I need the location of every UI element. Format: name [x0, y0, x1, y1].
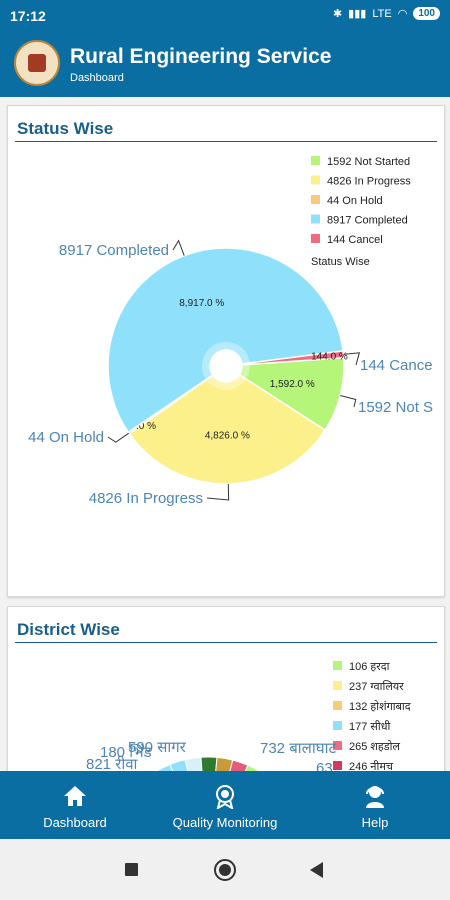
nav-quality-monitoring[interactable]: Quality Monitoring: [160, 771, 290, 839]
legend-label: 1592 Not Started: [327, 156, 410, 168]
legend-label: 106 हरदा: [349, 661, 390, 673]
legend-label: 237 ग्वालियर: [349, 680, 404, 693]
legend-label: 44 On Hold: [327, 195, 383, 207]
nav-help-label: Help: [361, 815, 389, 830]
district-card-title: District Wise: [17, 620, 120, 639]
title-divider: [15, 141, 437, 142]
leader-line: [206, 483, 230, 501]
legend-swatch: [333, 761, 342, 770]
legend-swatch: [311, 195, 320, 204]
slice-value-label: 4,826.0 %: [205, 430, 250, 441]
legend-label: 177 सीधी: [349, 720, 390, 733]
back-icon[interactable]: [310, 862, 323, 878]
app-bar: Rural Engineering Service Dashboard: [0, 33, 450, 97]
nav-quality-monitoring-label: Quality Monitoring: [172, 815, 278, 830]
support-icon: [366, 786, 384, 808]
logo-icon: [14, 40, 60, 86]
legend-label: 8917 Completed: [327, 215, 408, 227]
pie-slice[interactable]: [107, 247, 344, 434]
pie-slice[interactable]: [241, 350, 345, 366]
legend-swatch: [333, 681, 342, 690]
legend-swatch: [311, 214, 320, 224]
slice-outside-label: 1592 Not S: [358, 399, 433, 416]
legend-swatch: [333, 721, 342, 730]
status-bar: 17:12 ✱ ▮▮▮ LTE ◠ 100: [0, 0, 450, 33]
slice-value-label: 144.0 %: [311, 352, 348, 363]
status-wise-card: Status Wise 1,592.0 % 1592 Not S 4,826.0 %…: [7, 105, 445, 597]
bottom-nav: Dashboard Quality Monitoring Help: [0, 771, 450, 839]
bluetooth-icon: ✱: [332, 8, 343, 20]
legend-swatch: [333, 701, 342, 710]
district-pie-chart[interactable]: 106 हरदा 237 ग्वालियर 132 होशंगाबाद 177 सीध…: [8, 607, 444, 777]
slice-outside-label: 180 भिंड: [100, 743, 153, 761]
slice-outside-label: 821 रीवा: [86, 755, 139, 773]
legend-swatch: [333, 661, 342, 670]
slice-value-label: 44.0 %: [125, 421, 156, 432]
leader-line: [340, 394, 357, 408]
legend-label: 246 नीमच: [349, 760, 394, 773]
legend-label: 265 शहडोल: [349, 740, 400, 753]
slice-outside-label: 8917 Completed: [59, 242, 169, 259]
title-divider: [15, 642, 437, 643]
slice-value-label: 8,917.0 %: [179, 298, 224, 309]
legend-swatch: [311, 175, 320, 185]
app-subtitle: Dashboard: [70, 72, 124, 84]
status-pie-chart[interactable]: 1,592.0 % 1592 Not S 4,826.0 % 4826 In Prog…: [8, 106, 444, 596]
award-icon: [216, 785, 234, 809]
home-circle-icon[interactable]: [214, 859, 236, 881]
home-icon: [64, 786, 86, 806]
status-icons: ✱ ▮▮▮ LTE ◠ 100: [333, 7, 440, 20]
nav-help[interactable]: Help: [325, 771, 425, 839]
battery-icon: 100: [413, 7, 440, 20]
slice-outside-label: 44 On Hold: [28, 429, 104, 446]
legend-label: 4826 In Progress: [327, 176, 411, 188]
network-type: LTE: [372, 7, 392, 20]
legend-swatch: [333, 741, 342, 750]
legend-label: 144 Cancel: [327, 234, 383, 246]
signal-icon: ▮▮▮: [348, 8, 367, 20]
pie-slice[interactable]: [128, 373, 327, 485]
district-wise-card: District Wise 106 हरदा 237 ग्वालियर 132 हो…: [7, 606, 445, 778]
slice-outside-label: 144 Cance: [360, 357, 433, 374]
leader-line: [343, 352, 361, 366]
slice-value-label: 1,592.0 %: [270, 379, 315, 390]
slice-outside-label: 732 बालाघाट: [260, 740, 336, 757]
app-title: Rural Engineering Service: [70, 45, 332, 68]
status-time: 17:12: [10, 8, 46, 24]
slice-outside-label: 4826 In Progress: [89, 490, 203, 507]
pie-hole: [214, 354, 238, 378]
wifi-icon: ◠: [397, 8, 408, 20]
nav-dashboard-label: Dashboard: [43, 815, 107, 830]
system-nav-bar: [0, 839, 450, 900]
pie-slice[interactable]: [238, 356, 345, 432]
leader-line: [107, 432, 130, 443]
legend-title: Status Wise: [311, 256, 370, 268]
legend-swatch: [311, 234, 320, 243]
legend-label: 132 होशंगाबाद: [349, 700, 411, 713]
nav-dashboard[interactable]: Dashboard: [20, 771, 130, 839]
leader-line: [172, 239, 185, 256]
slice-outside-label: 590 सागर: [128, 739, 187, 756]
legend-swatch: [311, 156, 320, 165]
status-card-title: Status Wise: [17, 119, 114, 138]
recents-icon[interactable]: [125, 863, 138, 876]
